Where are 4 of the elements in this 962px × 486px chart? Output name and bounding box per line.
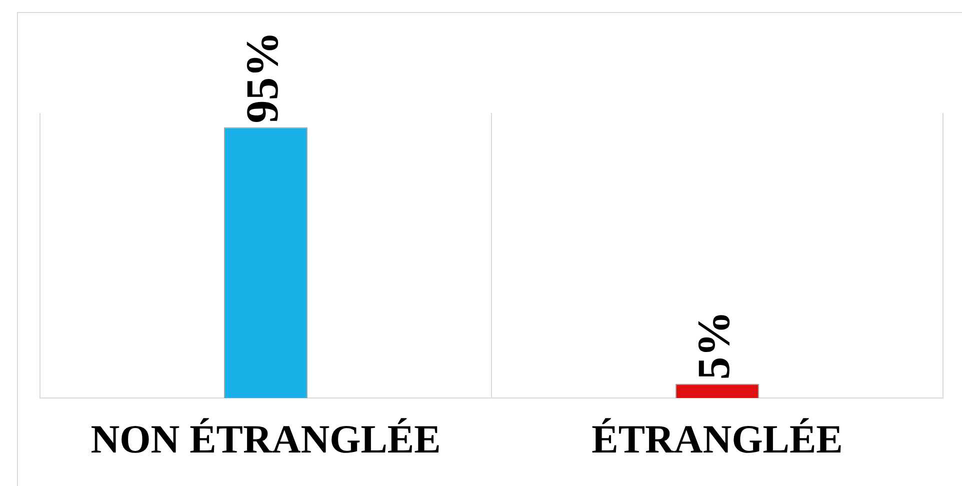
- x-tick-label: ÉTRANGLÉE: [592, 416, 843, 462]
- x-tick-label: NON ÉTRANGLÉE: [90, 416, 441, 462]
- data-label: 95%: [236, 31, 288, 124]
- data-label: 5%: [688, 310, 740, 380]
